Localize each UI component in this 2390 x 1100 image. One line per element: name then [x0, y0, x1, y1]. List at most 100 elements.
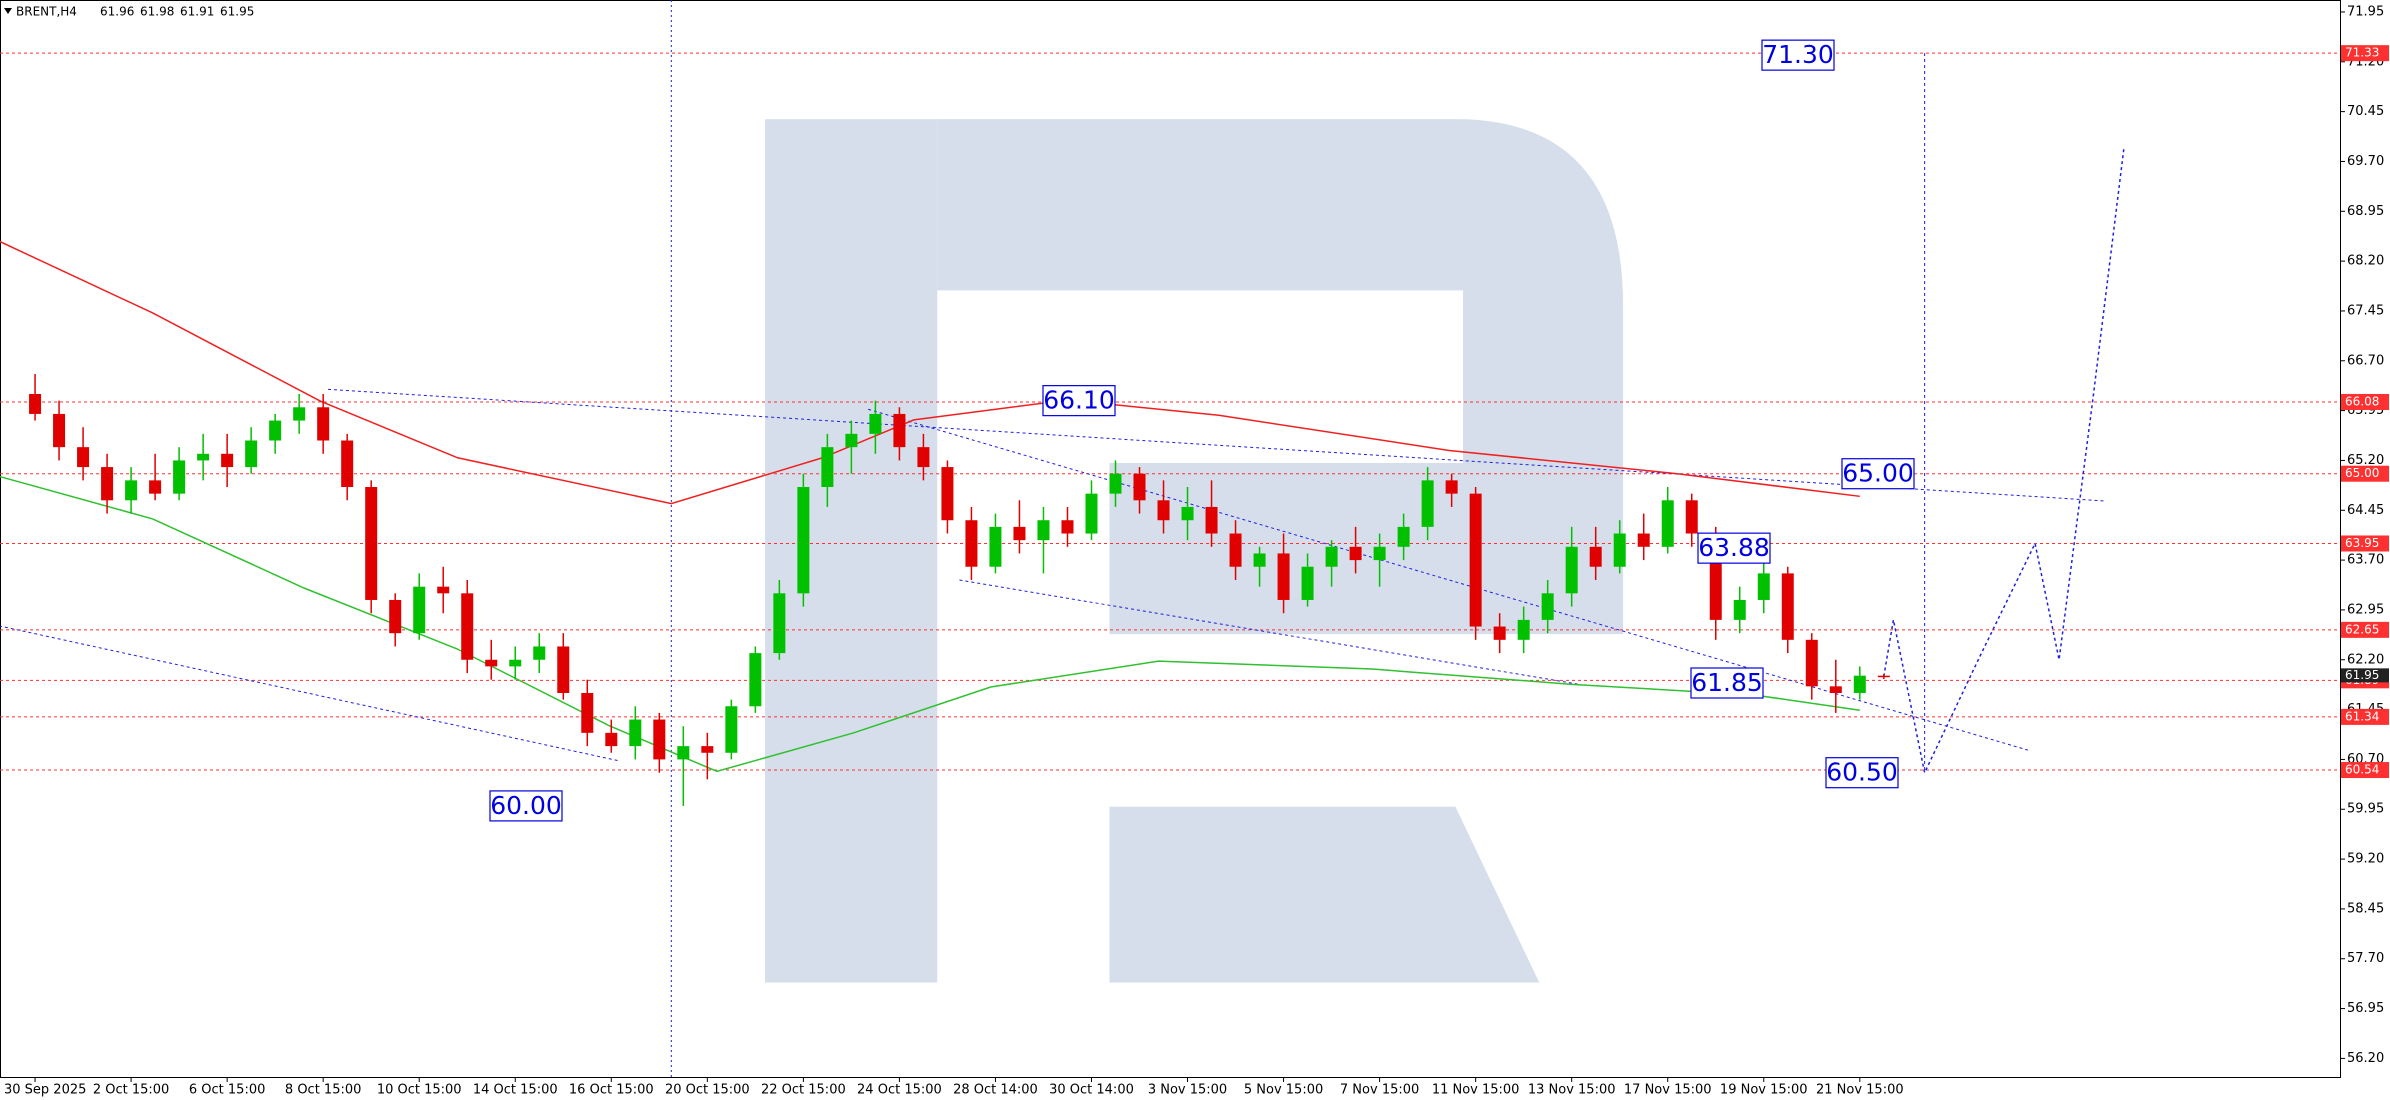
candle-body	[1037, 520, 1050, 541]
candle-body	[1301, 566, 1314, 600]
annotation-label: 66.10	[1043, 386, 1115, 415]
moving-average	[0, 240, 1860, 505]
candle-body	[1421, 480, 1434, 527]
candle-body	[1853, 675, 1866, 693]
level-tag	[2341, 762, 2389, 779]
candle-body	[1541, 593, 1554, 620]
trend-line	[959, 579, 1579, 685]
price-tag-label: 61.95	[2345, 668, 2379, 682]
y-tick-label: 64.45	[2347, 503, 2384, 518]
y-tick-label: 62.95	[2347, 602, 2384, 617]
x-tick-label: 8 Oct 15:00	[285, 1083, 361, 1098]
x-tick-label: 5 Nov 15:00	[1244, 1083, 1323, 1098]
annotation-label: 65.00	[1842, 459, 1914, 488]
candle-body	[725, 706, 738, 753]
symbol-menu-arrow	[4, 8, 12, 14]
candle-body	[1277, 553, 1290, 600]
y-tick-label: 59.95	[2347, 802, 2384, 817]
y-tick-label: 62.20	[2347, 652, 2384, 667]
candle-body	[77, 447, 90, 468]
y-tick-label: 56.95	[2347, 1001, 2384, 1016]
candle-body	[461, 593, 474, 660]
candle-body	[1613, 533, 1626, 567]
candle-body	[389, 599, 402, 634]
x-tick-label: 13 Nov 15:00	[1528, 1083, 1616, 1098]
plot-frame	[0, 0, 2341, 1078]
x-tick-label: 10 Oct 15:00	[377, 1083, 462, 1098]
trend-line	[327, 388, 2105, 502]
x-tick-label: 14 Oct 15:00	[473, 1083, 558, 1098]
level-tag	[2341, 45, 2389, 62]
x-tick-label: 19 Nov 15:00	[1720, 1083, 1808, 1098]
forecast-path	[1883, 148, 2125, 776]
y-tick-label: 59.20	[2347, 852, 2384, 867]
candle-body	[1205, 506, 1218, 534]
level-tag	[2341, 393, 2389, 410]
candle-body	[893, 413, 906, 448]
candle-body	[1565, 546, 1578, 594]
candle-body	[1517, 619, 1530, 640]
candle-body	[1085, 493, 1098, 534]
candle-body	[989, 526, 1002, 567]
candle-body	[1445, 480, 1458, 494]
candle-body	[1325, 546, 1338, 567]
candle-body	[1229, 533, 1242, 567]
x-tick-label: 20 Oct 15:00	[665, 1083, 750, 1098]
candle-body	[1109, 473, 1122, 494]
annotation-label: 60.50	[1826, 758, 1898, 787]
candle-body	[1661, 500, 1674, 547]
level-tag-label: 61.34	[2345, 709, 2379, 723]
y-tick-label: 56.20	[2347, 1051, 2384, 1066]
candle-body	[317, 407, 330, 441]
candle-body	[1013, 526, 1026, 541]
watermark-logo	[765, 119, 1624, 983]
y-tick-label: 65.20	[2347, 453, 2384, 468]
candle-body	[269, 420, 282, 441]
candle-body	[701, 746, 714, 753]
trend-line	[0, 625, 619, 762]
x-tick-label: 7 Nov 15:00	[1340, 1083, 1419, 1098]
candle-body	[1061, 520, 1074, 534]
candle-body	[509, 659, 522, 667]
candle-body	[341, 440, 354, 488]
y-tick-label: 68.20	[2347, 254, 2384, 269]
y-tick-label: 57.70	[2347, 951, 2384, 966]
candle-body	[917, 447, 930, 468]
candle-body	[293, 407, 306, 421]
annotation-box	[1841, 458, 1915, 490]
candle-body	[1805, 639, 1818, 687]
x-tick-label: 11 Nov 15:00	[1432, 1083, 1520, 1098]
x-tick-label: 2 Oct 15:00	[93, 1083, 169, 1098]
candle-body	[629, 719, 642, 747]
annotation-label: 71.30	[1762, 40, 1834, 69]
candle-body	[821, 447, 834, 488]
x-tick-label: 30 Oct 14:00	[1049, 1083, 1134, 1098]
candle-body	[1733, 599, 1746, 620]
candle-body	[653, 719, 666, 760]
header-high: 61.98	[140, 5, 174, 19]
x-tick-label: 24 Oct 15:00	[857, 1083, 942, 1098]
x-tick-label: 17 Nov 15:00	[1624, 1083, 1712, 1098]
level-tag	[2341, 708, 2389, 725]
annotation-box	[1761, 39, 1835, 71]
annotation-label: 60.00	[490, 791, 562, 820]
candle-body	[1589, 546, 1602, 567]
candle-body	[557, 646, 570, 693]
candle-body	[1637, 533, 1650, 547]
candle-body	[1493, 626, 1506, 640]
candle-body	[173, 460, 186, 494]
annotation-box	[1825, 757, 1899, 789]
candle-body	[485, 659, 498, 667]
y-tick-label: 67.45	[2347, 303, 2384, 318]
y-tick-label: 70.45	[2347, 104, 2384, 119]
annotation-box	[489, 790, 563, 822]
candle-body	[221, 453, 234, 468]
candle-body	[533, 646, 546, 660]
x-tick-label: 6 Oct 15:00	[189, 1083, 265, 1098]
candle-body	[1133, 473, 1146, 501]
x-tick-label: 16 Oct 15:00	[569, 1083, 654, 1098]
candle-body	[101, 467, 114, 501]
annotation-label: 61.85	[1691, 668, 1763, 697]
annotation-box	[1690, 667, 1764, 699]
